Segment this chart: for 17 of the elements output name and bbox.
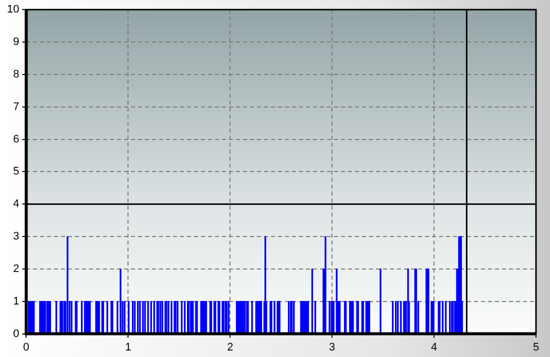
y-tick-label: 3 bbox=[13, 230, 20, 243]
x-tick-label: 4 bbox=[430, 341, 438, 354]
x-tick-label: 3 bbox=[329, 341, 336, 354]
x-tick-label: 5 bbox=[532, 341, 540, 354]
y-tick-label: 6 bbox=[13, 133, 20, 146]
y-tick-label: 7 bbox=[13, 100, 20, 113]
y-tick-label: 4 bbox=[13, 198, 20, 210]
y-tick-label: 10 bbox=[6, 4, 20, 16]
y-tick-label: 5 bbox=[13, 166, 20, 178]
y-tick-label: 1 bbox=[13, 295, 20, 308]
y-tick-label: 2 bbox=[13, 262, 20, 275]
y-tick-label: 9 bbox=[13, 36, 20, 48]
y-tick-label: 8 bbox=[13, 68, 20, 80]
x-tick-label: 1 bbox=[125, 341, 132, 354]
x-tick-label: 2 bbox=[227, 341, 234, 354]
x-tick-label: 0 bbox=[23, 341, 30, 354]
y-tick-label: 0 bbox=[13, 328, 20, 340]
